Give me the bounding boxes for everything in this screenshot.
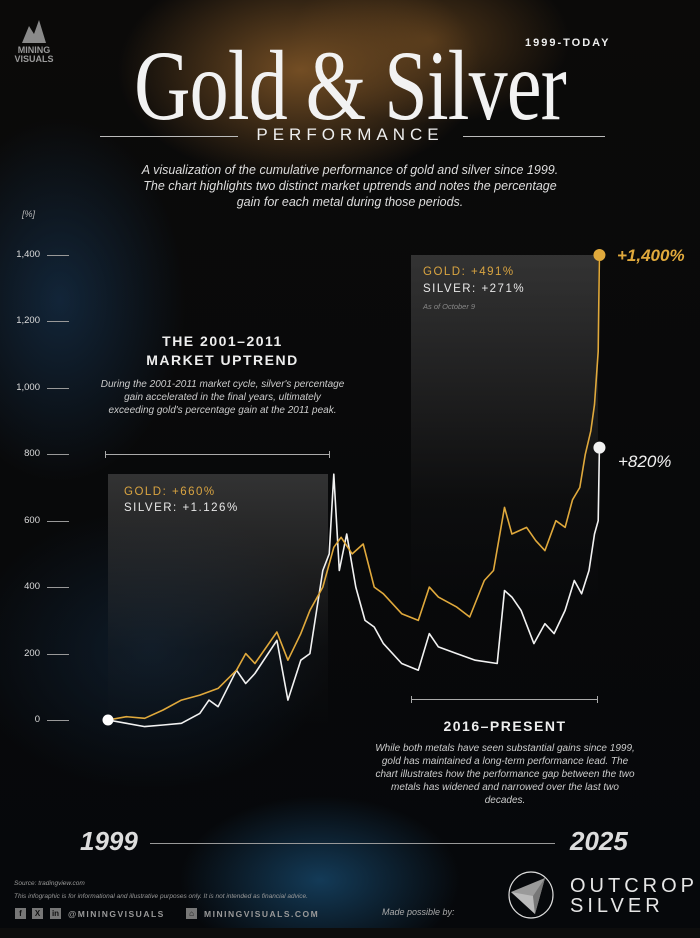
y-tick-label: 600 bbox=[24, 514, 40, 526]
y-tick-mark bbox=[47, 653, 69, 655]
gold-end-point bbox=[593, 249, 606, 261]
y-tick-mark bbox=[47, 520, 69, 522]
uptrend1-title-line: MARKET UPTREND bbox=[146, 352, 299, 368]
start-point bbox=[102, 714, 114, 726]
y-axis-label: [%] bbox=[22, 209, 36, 219]
y-tick-label: 1,200 bbox=[16, 315, 40, 327]
uptrend1-highlight bbox=[108, 474, 328, 724]
y-tick-label: 0 bbox=[34, 714, 40, 725]
uptrend2-gold-gain: GOLD: +491% bbox=[423, 266, 515, 278]
mountain-icon bbox=[22, 20, 46, 43]
y-tick-label: 200 bbox=[24, 647, 40, 659]
linkedin-icon[interactable]: in bbox=[50, 908, 61, 919]
gold-end-label: +1,400% bbox=[617, 246, 685, 265]
y-tick-label: 400 bbox=[24, 581, 40, 593]
silver-end-point bbox=[593, 441, 606, 454]
outcrop-logo-icon bbox=[508, 871, 554, 919]
made-possible-label: Made possible by: bbox=[382, 907, 455, 917]
y-tick-mark bbox=[47, 720, 69, 721]
silver-line bbox=[107, 447, 601, 728]
uptrend2-text: While both metals have seen substantial … bbox=[375, 743, 635, 806]
y-tick-label: 800 bbox=[24, 448, 40, 460]
subtitle: PERFORMANCE bbox=[256, 125, 444, 144]
uptrend2-highlight bbox=[411, 255, 598, 605]
sponsor-name: OUTCROP SILVER bbox=[570, 875, 698, 917]
home-icon: ⌂ bbox=[186, 908, 197, 919]
y-tick-label: 1,400 bbox=[16, 249, 40, 260]
website-link[interactable]: MININGVISUALS.COM bbox=[204, 909, 320, 919]
x-start-label: 1999 bbox=[80, 826, 138, 856]
uptrend1-silver-gain: SILVER: +1.126% bbox=[124, 502, 239, 514]
gold-line bbox=[107, 254, 601, 721]
disclaimer: This infographic is for informational an… bbox=[14, 893, 308, 900]
as-of-note: As of October 9 bbox=[423, 302, 476, 311]
uptrend1-gold-gain: GOLD: +660% bbox=[124, 486, 216, 498]
uptrend2-title: 2016–PRESENT bbox=[443, 718, 567, 734]
timeline bbox=[150, 843, 555, 844]
y-tick-mark bbox=[47, 321, 69, 323]
uptrend1-title-line: THE 2001–2011 bbox=[162, 333, 283, 349]
y-tick-mark bbox=[47, 255, 69, 256]
uptrend2-bracket bbox=[411, 696, 598, 703]
uptrend2-silver-gain: SILVER: +271% bbox=[423, 283, 526, 295]
x-icon[interactable]: X bbox=[32, 908, 43, 919]
uptrend1-title: THE 2001–2011 MARKET UPTREND bbox=[110, 332, 335, 370]
y-tick-mark bbox=[47, 587, 69, 589]
social-handle[interactable]: @MININGVISUALS bbox=[68, 909, 165, 919]
y-tick-label: 1,000 bbox=[16, 381, 40, 393]
divider bbox=[463, 136, 605, 137]
x-end-label: 2025 bbox=[570, 826, 628, 856]
uptrend1-text: During the 2001-2011 market cycle, silve… bbox=[100, 379, 345, 416]
sponsor-logo: OUTCROP SILVER bbox=[570, 876, 695, 916]
period-label: 1999-TODAY bbox=[525, 37, 611, 49]
y-tick-mark bbox=[47, 387, 69, 389]
divider bbox=[100, 136, 238, 137]
y-tick-mark bbox=[47, 454, 69, 456]
silver-end-label: +820% bbox=[618, 452, 672, 471]
source: Source: tradingview.com bbox=[14, 880, 85, 887]
uptrend1-bracket bbox=[105, 451, 330, 458]
page-title: Gold & Silver bbox=[134, 30, 567, 141]
facebook-icon[interactable]: f bbox=[15, 908, 26, 919]
intro-text: A visualization of the cumulative perfor… bbox=[141, 163, 559, 209]
mining-visuals-logo: MINING VISUALS bbox=[14, 18, 54, 64]
bottom-strip bbox=[0, 928, 700, 938]
